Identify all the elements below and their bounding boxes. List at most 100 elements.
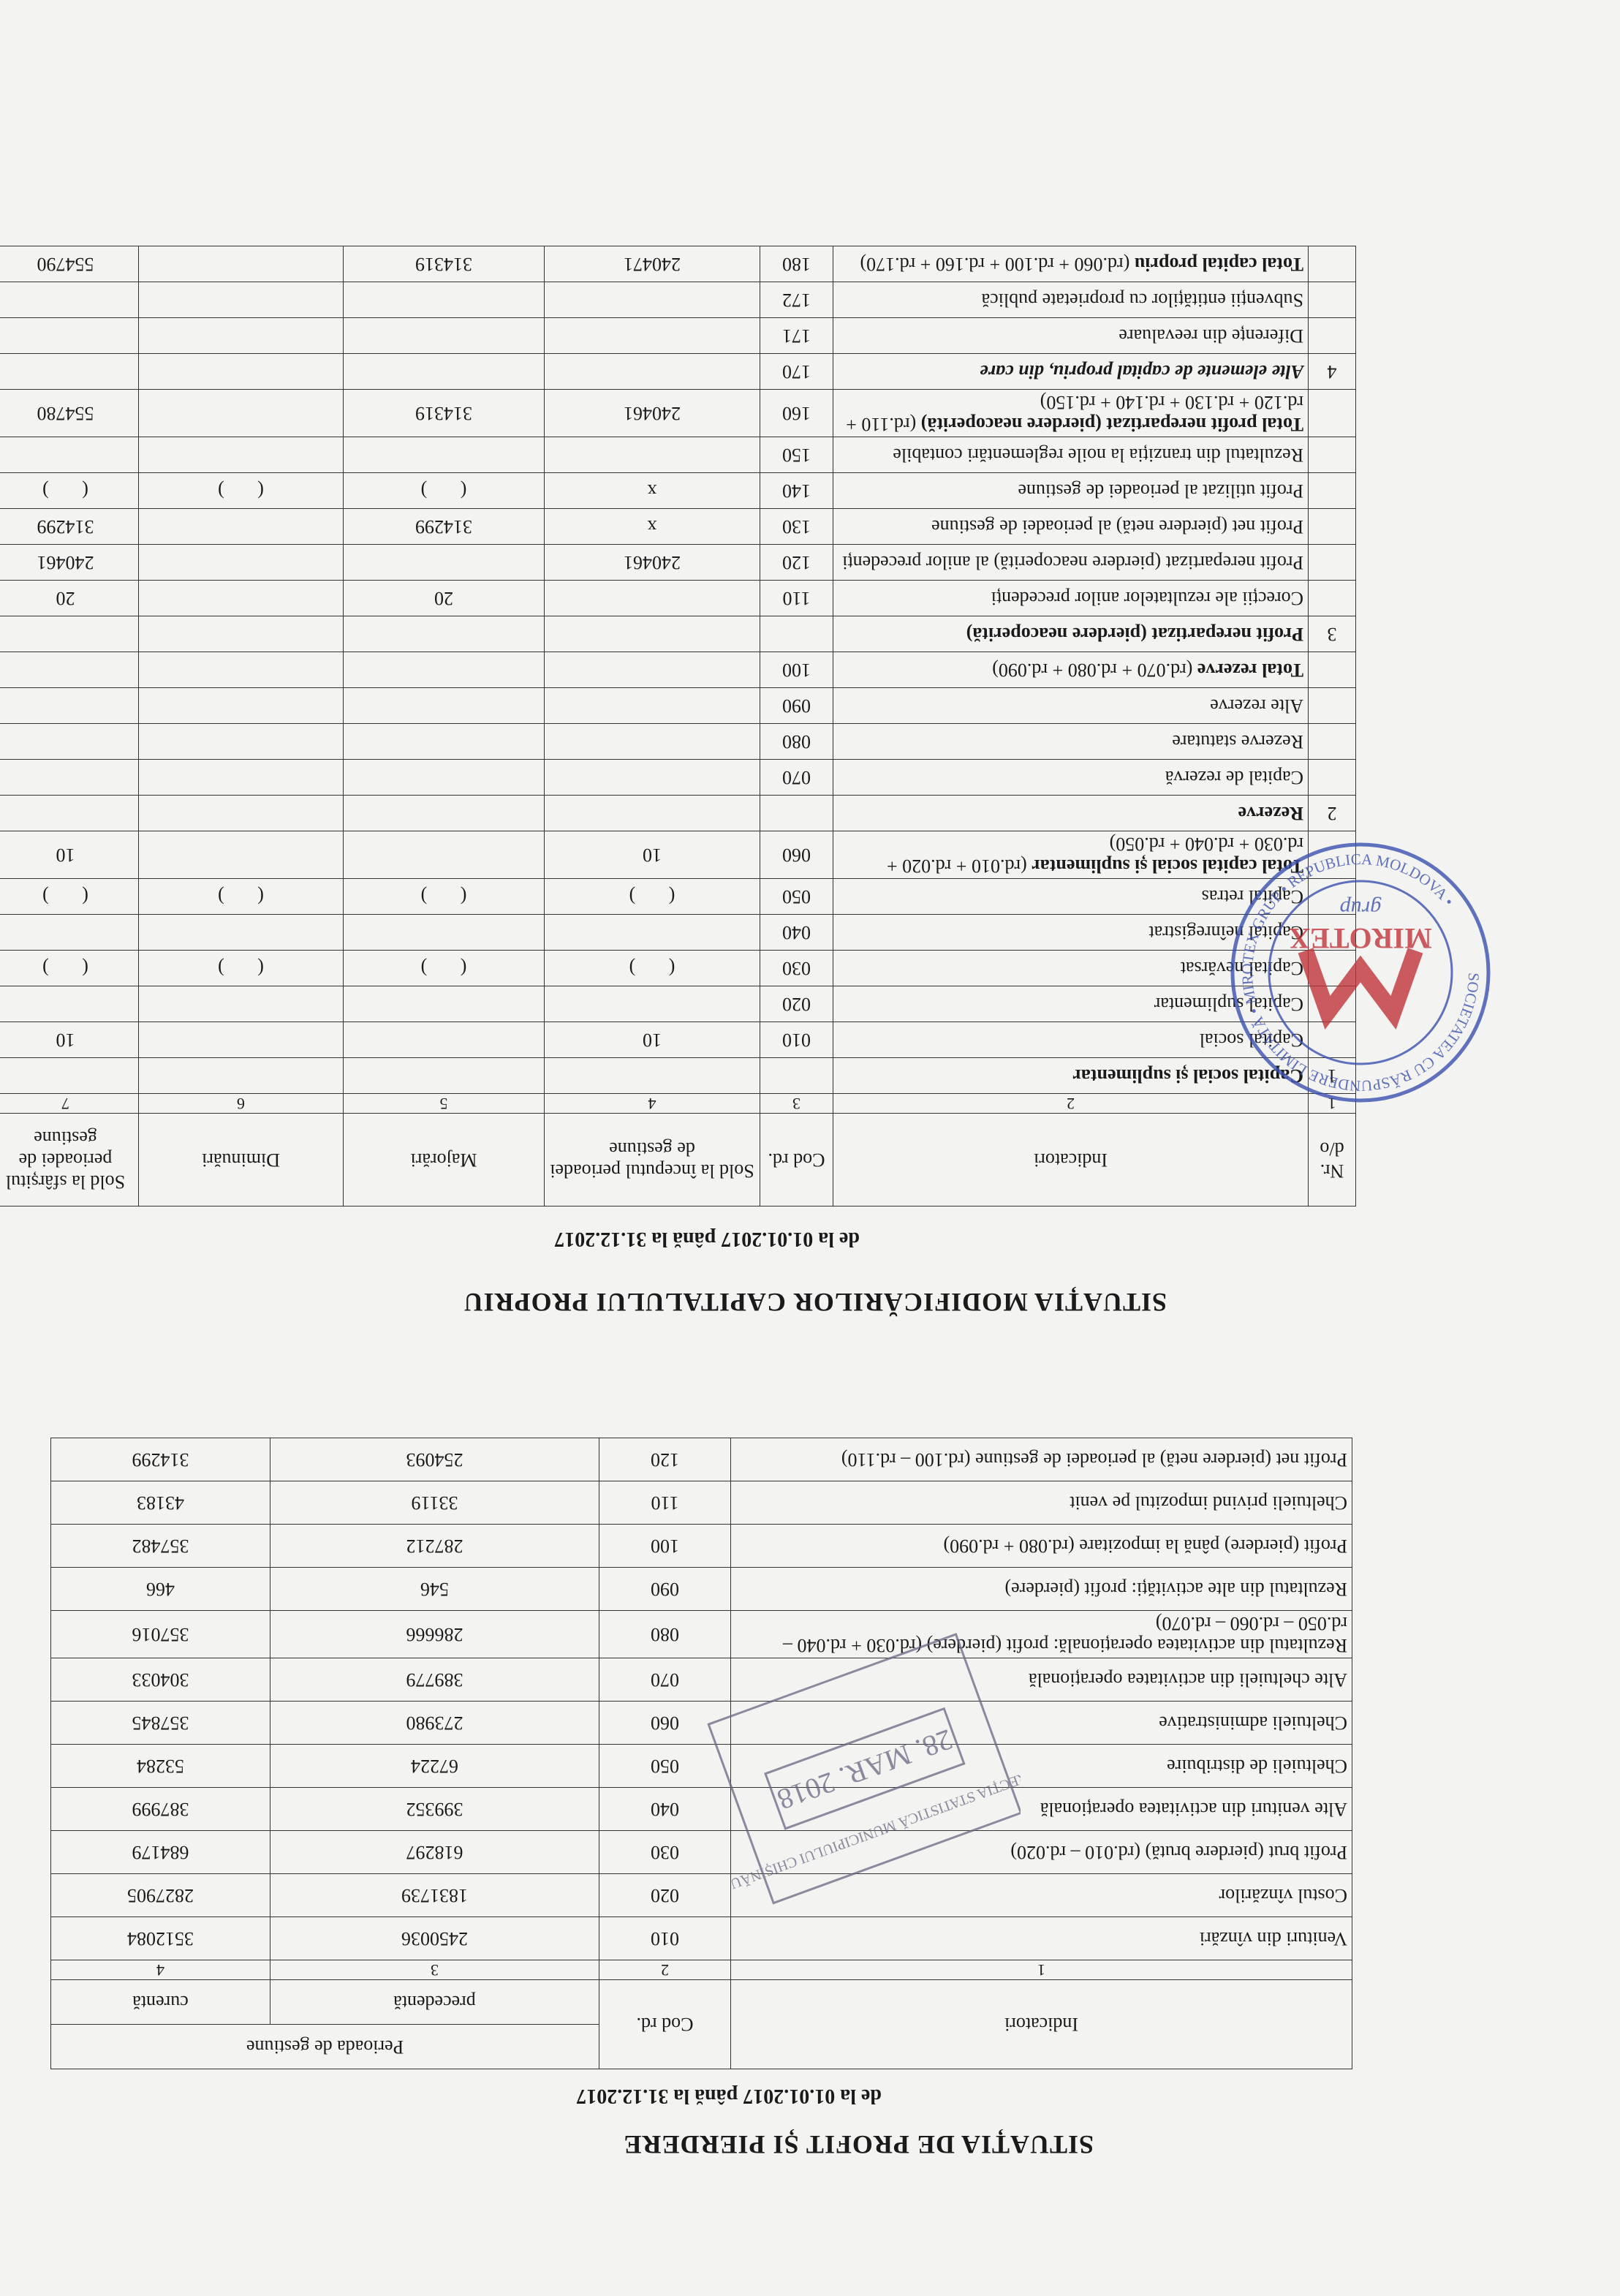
- profit-loss-title: SITUAȚIA DE PROFIT ȘI PIERDERE: [623, 2130, 1094, 2159]
- empty-cell: [138, 544, 344, 581]
- table-row: 2 Rezerve: [0, 795, 1356, 831]
- table-row: Profit (pierdere) până la impozitare (rd…: [50, 1524, 1352, 1568]
- cell-value: 10: [0, 1022, 139, 1058]
- cell-value: 3512084: [50, 1917, 270, 1960]
- empty-cell: [544, 986, 760, 1022]
- row-label: Rezerve: [1238, 803, 1303, 825]
- empty-cell: [544, 795, 760, 831]
- empty-cell: [343, 986, 545, 1022]
- empty-cell: [343, 1057, 545, 1094]
- header-indicators: Indicatori: [730, 1979, 1352, 2069]
- cell-value: 050: [760, 878, 833, 915]
- empty-cell: [1308, 652, 1356, 688]
- empty-cell: [544, 652, 760, 688]
- column-number: 1: [730, 1960, 1352, 1980]
- row-label: Rezultatul din tranziția la noile reglem…: [893, 445, 1303, 467]
- empty-cell: [544, 580, 760, 616]
- cell-value: 314299: [343, 508, 545, 545]
- empty-cell: [1308, 389, 1356, 437]
- row-label: Subvenții entităților cu proprietate pub…: [981, 290, 1303, 311]
- empty-cell: [138, 282, 344, 318]
- cell-value: 020: [760, 986, 833, 1022]
- empty-cell: [544, 687, 760, 724]
- row-label: Capital de rezervă: [1165, 767, 1303, 789]
- cell-value: 170: [760, 353, 833, 390]
- seal-company: MIROTEX: [1289, 922, 1432, 955]
- row-label-cell: Profit net (pierdere netă) al perioadei …: [833, 508, 1309, 545]
- cell-value: 2450036: [270, 1917, 599, 1960]
- row-label: Total capital propriu: [1134, 254, 1303, 276]
- empty-cell: [1308, 282, 1356, 318]
- cell-value: 387999: [50, 1787, 270, 1831]
- cell-value: 399352: [270, 1787, 599, 1831]
- cell-value: 100: [760, 652, 833, 688]
- header-previous: precedentă: [270, 1979, 599, 2025]
- row-label-cell: Subvenții entităților cu proprietate pub…: [833, 282, 1309, 318]
- table-head: Nr. d/o Indicatori Cod rd. Sold la începutu…: [0, 1113, 1356, 1206]
- empty-cell: [343, 652, 545, 688]
- empty-cell: [343, 282, 545, 318]
- table-row: Capital suplimentar 020: [0, 986, 1356, 1022]
- table-row: Cheltuieli privind impozitul pe venit 110…: [50, 1481, 1352, 1525]
- table-row: 4 Alte elemente de capital propriu, din c…: [0, 353, 1356, 390]
- row-label-cell: Profit utilizat al perioadei de gestiune: [833, 472, 1309, 509]
- row-formula: (rd.070 + rd.080 + rd.090): [992, 660, 1193, 681]
- cell-value: x: [544, 472, 760, 509]
- cell-value: ( ): [343, 878, 545, 915]
- row-number: 4: [1308, 353, 1356, 390]
- row-label-cell: Alte elemente de capital propriu, din ca…: [833, 353, 1309, 390]
- stamp-date-box: [764, 1707, 966, 1830]
- cell-value: 160: [760, 389, 833, 437]
- table-row: Capital neînregistrat 040: [0, 914, 1356, 951]
- row-label: Rezerve statutare: [1172, 731, 1303, 753]
- row-label: Profit nerepartizat (pierdere neacoperit…: [842, 552, 1303, 574]
- row-label: Profit nerepartizat (pierdere neacoperit…: [966, 624, 1303, 646]
- header-current: curentă: [50, 1979, 270, 2025]
- empty-cell: [544, 282, 760, 318]
- empty-cell: [1308, 580, 1356, 616]
- table-row: Subvenții entităților cu proprietate pub…: [0, 282, 1356, 318]
- empty-cell: [138, 353, 344, 390]
- row-label-cell: Rezerve statutare: [833, 723, 1309, 760]
- empty-cell: [0, 795, 139, 831]
- cell-value: 304033: [50, 1658, 270, 1702]
- row-label: Alte rezerve: [1210, 695, 1303, 717]
- table-row: Profit utilizat al perioadei de gestiune…: [0, 472, 1356, 509]
- empty-cell: [0, 723, 139, 760]
- row-label: Profit (pierdere) până la impozitare (rd…: [730, 1524, 1352, 1568]
- cell-value: ( ): [544, 950, 760, 986]
- cell-value: 466: [50, 1567, 270, 1611]
- empty-cell: [0, 986, 139, 1022]
- cell-value: 546: [270, 1567, 599, 1611]
- table-body: 1 2 3 4 5 6 7 1 Capital social și suplimentar Cap…: [0, 246, 1356, 1114]
- column-number: 5: [343, 1093, 545, 1114]
- row-label-cell: Rezerve: [833, 795, 1309, 831]
- cell-value: 43183: [50, 1481, 270, 1525]
- cell-value: ( ): [138, 950, 344, 986]
- cell-value: 254093: [270, 1438, 599, 1481]
- cell-value: 357016: [50, 1610, 270, 1658]
- empty-cell: [138, 914, 344, 951]
- table-row: Total rezerve (rd.070 + rd.080 + rd.090)…: [0, 652, 1356, 688]
- column-number: 7: [0, 1093, 139, 1114]
- seal-outer-ring: [1230, 842, 1491, 1103]
- empty-cell: [0, 759, 139, 796]
- row-number: 3: [1308, 616, 1356, 652]
- empty-cell: [0, 353, 139, 390]
- table-row: 3 Profit nerepartizat (pierdere neacoperi…: [0, 616, 1356, 652]
- empty-cell: [0, 652, 139, 688]
- empty-cell: [343, 687, 545, 724]
- cell-value: 010: [760, 1022, 833, 1058]
- equity-table: Nr. d/o Indicatori Cod rd. Sold la începutu…: [0, 246, 1356, 1206]
- cell-value: 618297: [270, 1830, 599, 1874]
- table-row: Capital retras 050( )( )( )( ): [0, 878, 1356, 915]
- cell-value: 554790: [0, 246, 139, 282]
- cell-value: 100: [599, 1524, 731, 1568]
- cell-value: ( ): [0, 950, 139, 986]
- cell-value: 110: [760, 580, 833, 616]
- row-label: Total profit nerepartizat (pierdere neac…: [920, 414, 1303, 436]
- row-label: Total rezerve: [1197, 660, 1303, 681]
- cell-value: 10: [544, 831, 760, 879]
- empty-cell: [343, 353, 545, 390]
